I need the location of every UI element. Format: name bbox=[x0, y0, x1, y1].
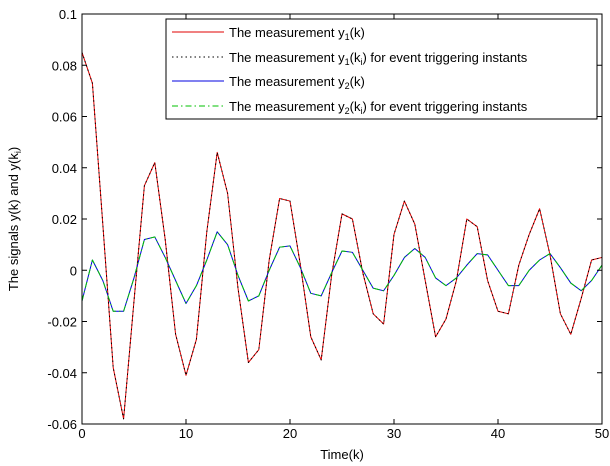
legend: The measurement y1(k)The measurement y1(… bbox=[165, 18, 598, 120]
y-tick-label: -0.02 bbox=[47, 315, 77, 330]
legend-label-part: The measurement y bbox=[229, 50, 345, 65]
legend-label-part: (k) bbox=[350, 74, 365, 89]
series-layer bbox=[81, 52, 603, 420]
y-tick-label: -0.04 bbox=[47, 366, 77, 381]
legend-label-part: 2 bbox=[345, 106, 350, 116]
x-tick-label: 20 bbox=[283, 426, 297, 441]
y-tick-label: 0.06 bbox=[52, 110, 77, 125]
x-tick-label: 50 bbox=[595, 426, 609, 441]
y-axis-label-main: The signals y(k) and y(k bbox=[6, 153, 21, 291]
y-tick-label: -0.06 bbox=[47, 417, 77, 432]
y-axis-label: The signals y(k) and y(ki) bbox=[6, 147, 23, 291]
y-tick-label: 0 bbox=[70, 263, 77, 278]
legend-label-part: ) for event triggering instants bbox=[362, 99, 527, 114]
legend-label-part: 2 bbox=[345, 81, 350, 91]
legend-label-part: 1 bbox=[345, 57, 350, 67]
series-line-2 bbox=[81, 52, 603, 420]
y-axis-label-sub: i bbox=[13, 151, 23, 153]
legend-label-part: ) for event triggering instants bbox=[362, 50, 527, 65]
legend-label-part: i bbox=[360, 106, 362, 116]
x-axis-label: Time(k) bbox=[320, 447, 364, 462]
legend-label-part: The measurement y bbox=[229, 74, 345, 89]
legend-label-2: The measurement y1(ki) for event trigger… bbox=[229, 50, 528, 67]
legend-label-part: (k bbox=[350, 99, 361, 114]
legend-label-3: The measurement y2(k) bbox=[229, 74, 365, 91]
legend-label-part: The measurement y bbox=[229, 99, 345, 114]
legend-label-part: i bbox=[360, 57, 362, 67]
legend-label-part: 1 bbox=[345, 32, 350, 42]
legend-label-1: The measurement y1(k) bbox=[229, 25, 365, 42]
x-tick-label: 0 bbox=[78, 426, 85, 441]
y-tick-label: 0.04 bbox=[52, 161, 77, 176]
x-tick-label: 40 bbox=[491, 426, 505, 441]
x-tick-label: 30 bbox=[387, 426, 401, 441]
tick-layer: 0 10 20 30 40 50 -0.06 -0.04 -0.02 0 0.02 0.04 0.06 0… bbox=[47, 7, 609, 441]
legend-label-part: (k bbox=[350, 50, 361, 65]
y-axis-label-close: ) bbox=[6, 147, 21, 151]
series-line-4 bbox=[81, 231, 603, 312]
legend-label-4: The measurement y2(ki) for event trigger… bbox=[229, 99, 528, 116]
legend-label-part: (k) bbox=[350, 25, 365, 40]
y-tick-label: 0.08 bbox=[52, 58, 77, 73]
x-tick-label: 10 bbox=[179, 426, 193, 441]
legend-label-part: The measurement y bbox=[229, 25, 345, 40]
legend-box bbox=[165, 18, 598, 120]
y-tick-label: 0.1 bbox=[59, 7, 77, 22]
y-tick-label: 0.02 bbox=[52, 212, 77, 227]
